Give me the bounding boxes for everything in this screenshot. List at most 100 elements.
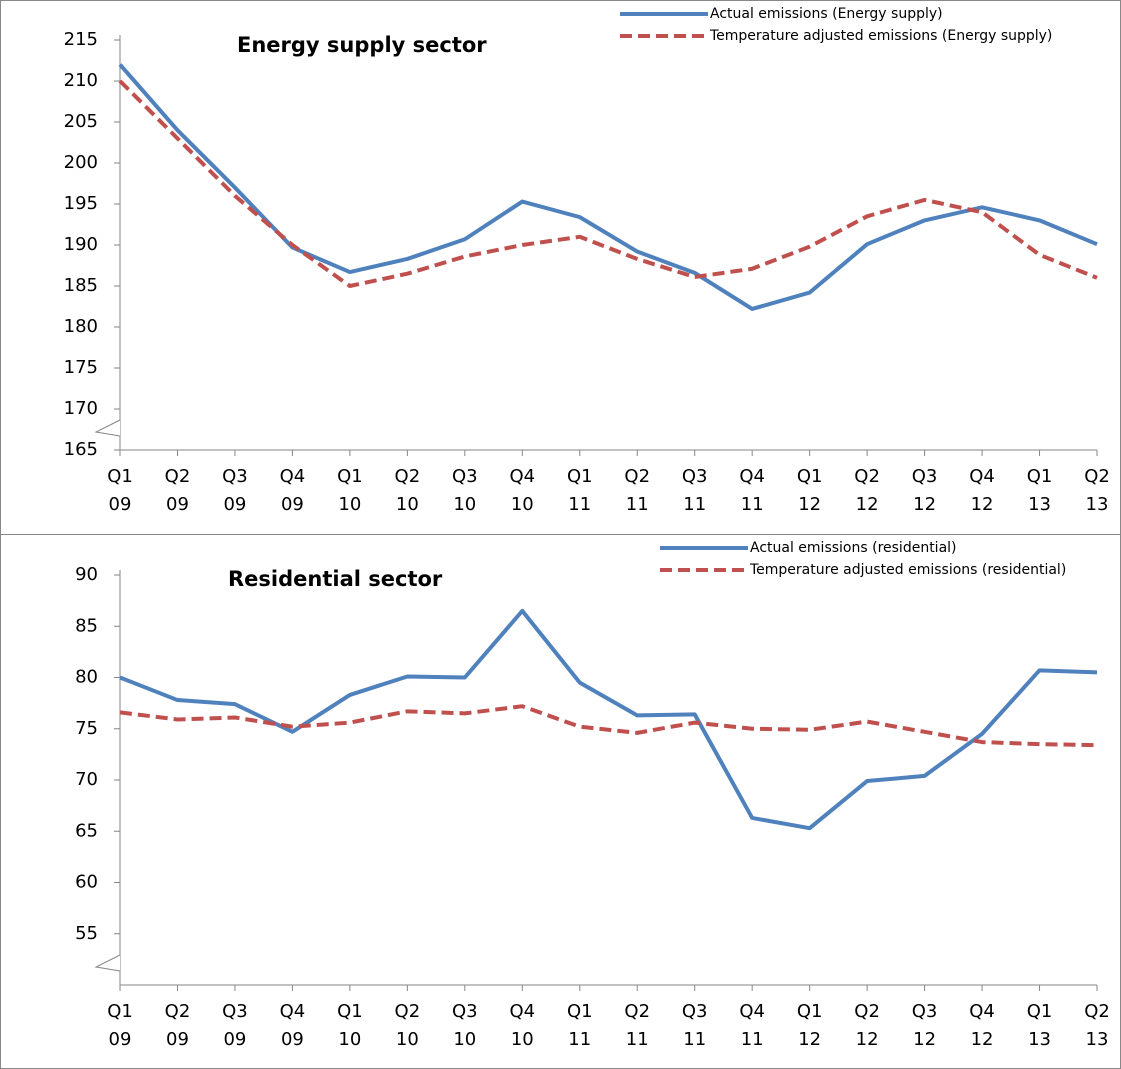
x-tick-label: 10 bbox=[396, 494, 419, 515]
x-tick-label: Q2 bbox=[395, 466, 421, 487]
x-tick-label: Q2 bbox=[854, 466, 880, 487]
data-line bbox=[118, 63, 1098, 311]
x-tick-label: 11 bbox=[626, 1029, 649, 1050]
y-tick-label: 200 bbox=[64, 152, 98, 173]
y-tick-label: 205 bbox=[64, 111, 98, 132]
x-tick-label: 10 bbox=[338, 1029, 361, 1050]
axis-break bbox=[94, 419, 121, 437]
x-tick-label: 11 bbox=[683, 494, 706, 515]
legend-label: Actual emissions (Energy supply) bbox=[710, 6, 943, 22]
x-tick-label: 09 bbox=[109, 494, 132, 515]
y-tick-label: 90 bbox=[75, 564, 98, 585]
x-tick-label: Q4 bbox=[509, 466, 535, 487]
x-tick-label: 12 bbox=[856, 494, 879, 515]
x-tick-label: 13 bbox=[1086, 494, 1109, 515]
x-tick-label: 10 bbox=[338, 494, 361, 515]
x-tick-label: Q2 bbox=[624, 1001, 650, 1022]
x-tick-label: 09 bbox=[109, 1029, 132, 1050]
x-tick-label: Q1 bbox=[107, 1001, 133, 1022]
y-tick-label: 60 bbox=[75, 872, 98, 893]
x-tick-label: 09 bbox=[166, 494, 189, 515]
x-tick-label: Q2 bbox=[395, 1001, 421, 1022]
x-tick-label: 13 bbox=[1028, 1029, 1051, 1050]
x-tick-label: Q1 bbox=[567, 466, 593, 487]
y-tick-label: 195 bbox=[64, 193, 98, 214]
x-tick-label: Q4 bbox=[969, 1001, 995, 1022]
x-tick-label: Q1 bbox=[797, 466, 823, 487]
x-tick-label: 11 bbox=[741, 1029, 764, 1050]
x-tick-label: Q2 bbox=[854, 1001, 880, 1022]
x-tick-label: Q4 bbox=[280, 466, 306, 487]
x-tick-label: Q1 bbox=[337, 466, 363, 487]
x-tick-label: Q3 bbox=[682, 466, 708, 487]
data-line bbox=[119, 608, 1098, 831]
x-tick-label: 10 bbox=[453, 1029, 476, 1050]
y-tick-label: 180 bbox=[64, 316, 98, 337]
data-line bbox=[119, 704, 1098, 748]
x-tick-label: 10 bbox=[511, 1029, 534, 1050]
legend-label: Temperature adjusted emissions (resident… bbox=[749, 562, 1066, 578]
axis-break bbox=[94, 954, 121, 972]
y-tick-label: 190 bbox=[64, 234, 98, 255]
legend-label: Actual emissions (residential) bbox=[750, 540, 957, 556]
x-tick-label: Q3 bbox=[222, 1001, 248, 1022]
x-tick-label: Q1 bbox=[797, 1001, 823, 1022]
y-tick-label: 185 bbox=[64, 275, 98, 296]
x-tick-label: 10 bbox=[453, 494, 476, 515]
x-tick-label: Q1 bbox=[1027, 1001, 1053, 1022]
x-tick-label: Q3 bbox=[452, 1001, 478, 1022]
x-tick-label: Q1 bbox=[567, 1001, 593, 1022]
y-tick-label: 170 bbox=[64, 398, 98, 419]
x-tick-label: 11 bbox=[626, 494, 649, 515]
x-tick-label: Q1 bbox=[337, 1001, 363, 1022]
x-tick-label: Q1 bbox=[107, 466, 133, 487]
x-tick-label: 11 bbox=[683, 1029, 706, 1050]
x-tick-label: Q3 bbox=[452, 466, 478, 487]
x-tick-label: Q4 bbox=[739, 1001, 765, 1022]
y-tick-label: 65 bbox=[75, 820, 98, 841]
x-tick-label: 09 bbox=[223, 1029, 246, 1050]
y-tick-label: 165 bbox=[64, 439, 98, 460]
x-tick-label: 10 bbox=[511, 494, 534, 515]
x-tick-label: 10 bbox=[396, 1029, 419, 1050]
x-tick-label: 12 bbox=[856, 1029, 879, 1050]
x-tick-label: Q1 bbox=[1027, 466, 1053, 487]
x-tick-label: Q3 bbox=[912, 1001, 938, 1022]
x-tick-label: Q2 bbox=[1084, 466, 1110, 487]
x-tick-label: 12 bbox=[913, 494, 936, 515]
x-tick-label: Q2 bbox=[624, 466, 650, 487]
x-tick-label: 12 bbox=[971, 494, 994, 515]
x-tick-label: Q2 bbox=[165, 1001, 191, 1022]
x-tick-label: 13 bbox=[1028, 494, 1051, 515]
x-tick-label: Q4 bbox=[739, 466, 765, 487]
x-tick-label: Q4 bbox=[509, 1001, 535, 1022]
y-tick-label: 175 bbox=[64, 357, 98, 378]
y-tick-label: 80 bbox=[75, 667, 98, 688]
y-tick-label: 70 bbox=[75, 769, 98, 790]
y-tick-label: 210 bbox=[64, 70, 98, 91]
data-line bbox=[118, 79, 1098, 288]
x-tick-label: 13 bbox=[1086, 1029, 1109, 1050]
x-tick-label: 09 bbox=[281, 1029, 304, 1050]
x-tick-label: Q3 bbox=[912, 466, 938, 487]
x-tick-label: 12 bbox=[971, 1029, 994, 1050]
x-tick-label: Q4 bbox=[969, 466, 995, 487]
legend-label: Temperature adjusted emissions (Energy s… bbox=[709, 28, 1052, 44]
x-tick-label: 09 bbox=[166, 1029, 189, 1050]
x-tick-label: 11 bbox=[568, 494, 591, 515]
chart-title: Energy supply sector bbox=[237, 33, 487, 57]
y-tick-label: 55 bbox=[75, 923, 98, 944]
y-tick-label: 215 bbox=[64, 29, 98, 50]
x-tick-label: 11 bbox=[741, 494, 764, 515]
x-tick-label: 09 bbox=[281, 494, 304, 515]
x-tick-label: Q3 bbox=[682, 1001, 708, 1022]
x-tick-label: Q2 bbox=[1084, 1001, 1110, 1022]
x-tick-label: 12 bbox=[798, 494, 821, 515]
chart-title: Residential sector bbox=[228, 567, 443, 591]
x-tick-label: 09 bbox=[223, 494, 246, 515]
y-tick-label: 75 bbox=[75, 718, 98, 739]
y-tick-label: 85 bbox=[75, 615, 98, 636]
x-tick-label: 12 bbox=[913, 1029, 936, 1050]
x-tick-label: Q2 bbox=[165, 466, 191, 487]
